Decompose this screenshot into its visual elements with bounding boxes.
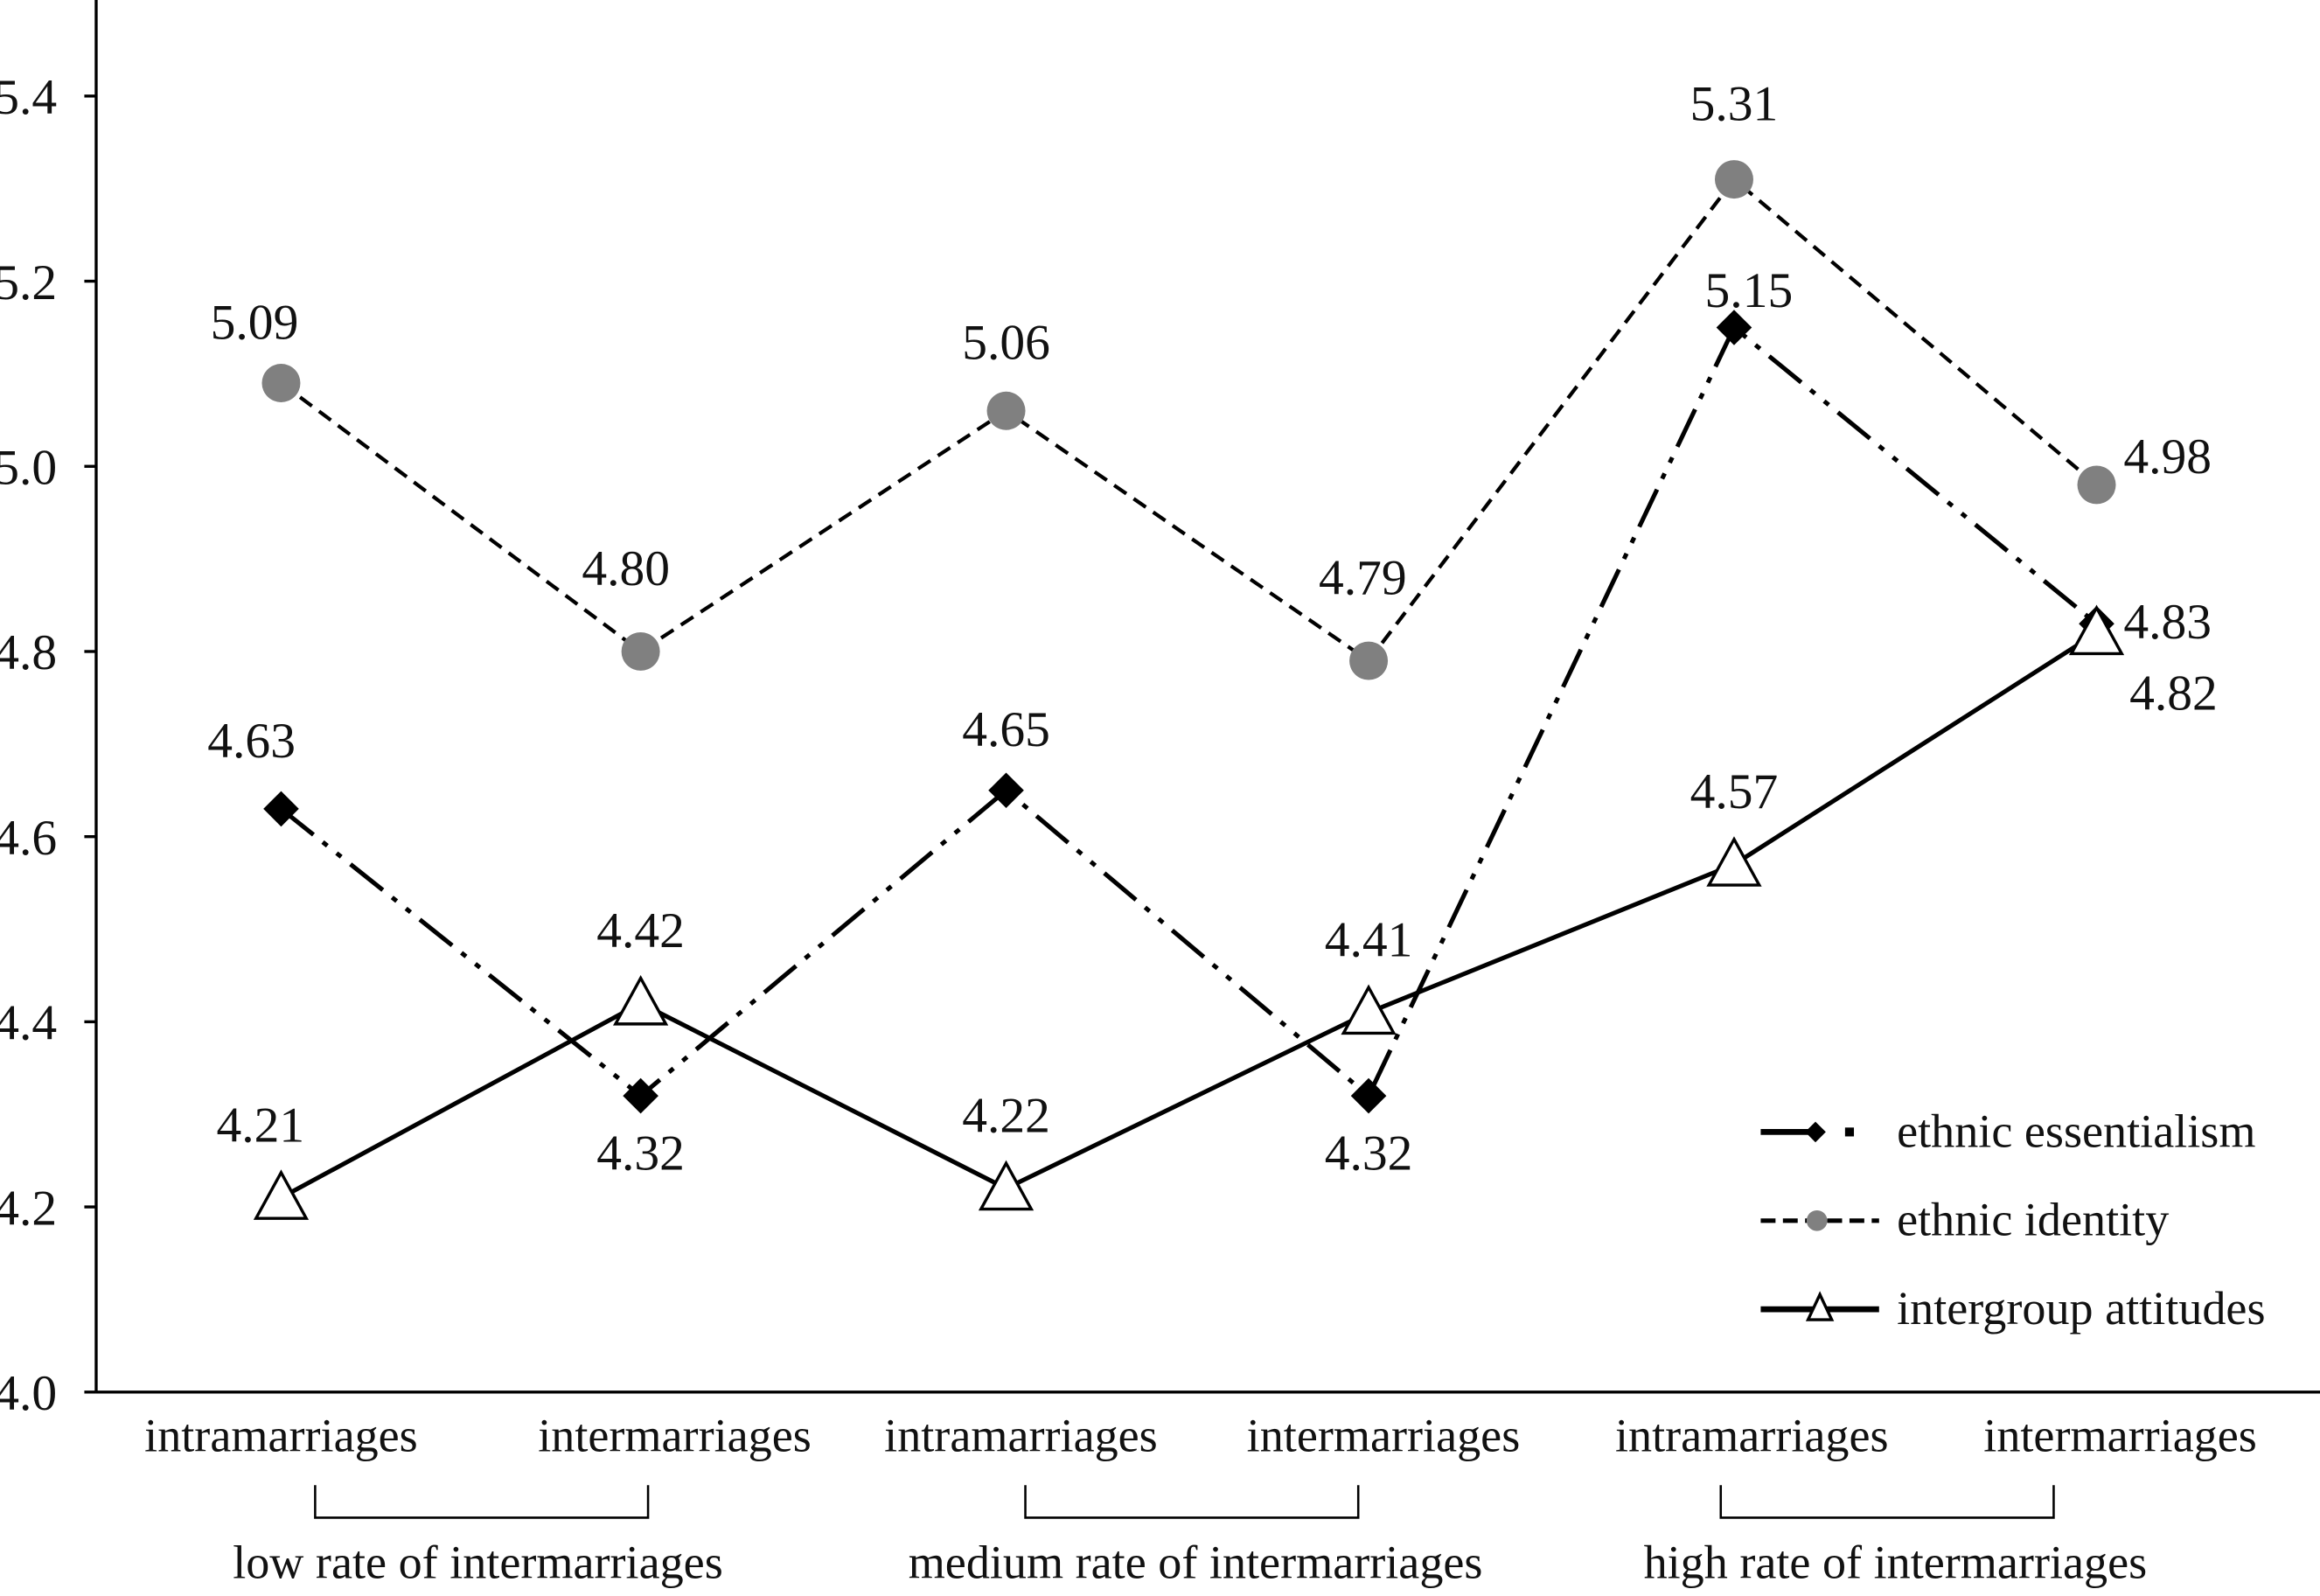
data-label: 4.79 xyxy=(1319,551,1407,606)
x-category-label: intramarriages xyxy=(1615,1409,1889,1461)
legend-label: ethnic identity xyxy=(1897,1194,2169,1246)
x-category-label: intramarriages xyxy=(144,1409,418,1461)
data-label: 4.83 xyxy=(2123,595,2212,650)
data-label: 4.21 xyxy=(216,1098,304,1153)
x-category-label: intramarriages xyxy=(884,1409,1158,1461)
legend: ethnic essentialism ethnic identity interg… xyxy=(1760,1105,2266,1335)
legend-dot xyxy=(1844,1127,1855,1137)
data-label: 5.15 xyxy=(1705,263,1794,318)
legend-label: ethnic essentialism xyxy=(1897,1105,2255,1157)
group-bracket xyxy=(314,1485,650,1519)
x-group-label: high rate of intermarriages xyxy=(1644,1537,2148,1589)
x-category-label: intermarriages xyxy=(1983,1409,2257,1461)
data-label: 4.32 xyxy=(1325,1126,1413,1181)
group-bracket xyxy=(1719,1485,2055,1519)
data-label: 4.63 xyxy=(207,714,296,769)
data-label: 4.57 xyxy=(1690,764,1779,819)
y-tick-label: 4.4 xyxy=(0,996,57,1051)
data-label: 4.42 xyxy=(596,903,685,958)
data-point-circle xyxy=(261,364,301,402)
data-point-circle xyxy=(621,631,660,671)
group-bracket xyxy=(1024,1485,1360,1519)
data-label: 4.65 xyxy=(962,702,1050,757)
data-label: 5.31 xyxy=(1690,77,1779,132)
series-layer xyxy=(253,160,2125,1220)
y-tick-label: 4.0 xyxy=(0,1366,57,1421)
data-point-diamond xyxy=(623,1077,658,1114)
legend-marker-circle xyxy=(1806,1209,1828,1231)
data-label: 4.41 xyxy=(1325,913,1413,968)
data-label: 4.98 xyxy=(2123,429,2212,484)
data-point-triangle xyxy=(612,974,669,1026)
x-category-label: intermarriages xyxy=(538,1409,812,1461)
series-line-ethnic-essentialism xyxy=(279,324,2099,1100)
data-point-circle xyxy=(1714,160,1753,199)
series-line-ethnic-identity xyxy=(280,177,2098,664)
data-point-diamond xyxy=(1350,1077,1387,1114)
data-label: 4.82 xyxy=(2129,666,2218,721)
data-point-triangle xyxy=(253,1169,310,1220)
series-line-intergroup-attitudes xyxy=(280,631,2098,1200)
axes: 4.0 4.2 4.4 4.6 4.8 5.0 5.2 5.4 xyxy=(0,0,2320,1421)
data-point-circle xyxy=(986,391,1026,430)
data-label: 4.32 xyxy=(596,1126,685,1181)
x-group-label: low rate of intermarriages xyxy=(233,1537,723,1589)
x-axis-labels: intramarriages intermarriages intramarriag… xyxy=(144,1409,2257,1588)
data-point-triangle xyxy=(1706,836,1762,887)
data-point-triangle xyxy=(978,1160,1035,1211)
y-tick-label: 5.0 xyxy=(0,441,57,496)
data-point-diamond xyxy=(263,791,299,827)
y-tick-label: 5.4 xyxy=(0,70,57,125)
x-group-label: medium rate of intermarriages xyxy=(909,1537,1483,1589)
legend-marker-diamond xyxy=(1805,1121,1826,1143)
y-tick-label: 4.2 xyxy=(0,1181,57,1236)
y-tick-label: 4.6 xyxy=(0,811,57,866)
legend-label: intergroup attitudes xyxy=(1897,1282,2265,1335)
data-label: 4.22 xyxy=(962,1089,1050,1144)
data-point-triangle xyxy=(1341,984,1397,1035)
x-category-label: intermarriages xyxy=(1247,1409,1521,1461)
y-tick-label: 4.8 xyxy=(0,625,57,680)
legend-marker-triangle xyxy=(1805,1291,1835,1321)
data-label: 4.80 xyxy=(582,541,670,596)
data-labels: 4.63 4.32 4.65 4.32 5.15 4.83 5.09 4.80 5.06 4.79… xyxy=(207,77,2218,1181)
y-tick-label: 5.2 xyxy=(0,255,57,310)
data-point-circle xyxy=(1349,641,1389,680)
data-point-circle xyxy=(2077,465,2116,505)
data-point-triangle xyxy=(2068,604,2125,656)
data-label: 5.06 xyxy=(962,316,1050,371)
data-point-diamond xyxy=(988,772,1024,809)
data-label: 5.09 xyxy=(211,295,299,350)
